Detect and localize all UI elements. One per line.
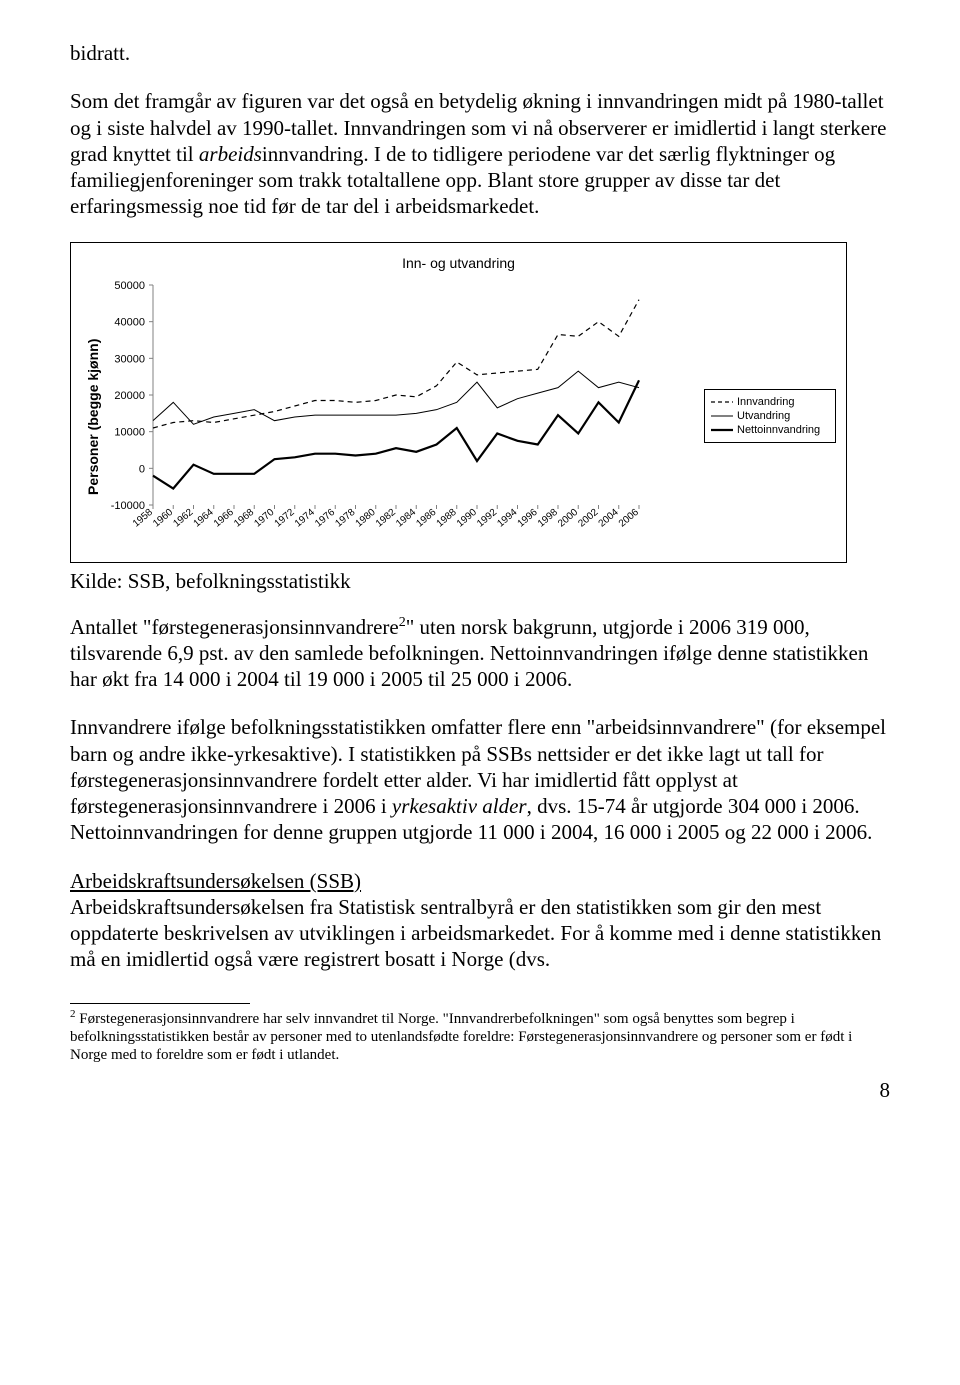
svg-text:1994: 1994	[495, 506, 519, 529]
svg-text:1960: 1960	[151, 506, 175, 529]
para-2a: Antallet "førstegenerasjonsinnvandrere	[70, 615, 399, 639]
svg-text:1984: 1984	[394, 506, 418, 529]
svg-text:1996: 1996	[516, 506, 540, 529]
legend-utvandring: Utvandring	[711, 410, 829, 422]
legend-label-netto: Nettoinnvandring	[737, 424, 820, 436]
svg-text:2002: 2002	[576, 506, 600, 529]
legend-swatch-dashed	[711, 397, 733, 407]
svg-text:1988: 1988	[435, 506, 459, 529]
legend-netto: Nettoinnvandring	[711, 424, 829, 436]
svg-text:1986: 1986	[414, 506, 438, 529]
legend-swatch-thick	[711, 425, 733, 435]
svg-text:50000: 50000	[114, 280, 145, 292]
svg-text:2006: 2006	[617, 506, 641, 529]
svg-text:-10000: -10000	[111, 500, 145, 512]
chart-plot: -100000100002000030000400005000019581960…	[105, 279, 698, 554]
chart-svg: -100000100002000030000400005000019581960…	[105, 279, 645, 549]
para-fragment: bidratt.	[70, 40, 890, 66]
para-4-heading: Arbeidskraftsundersøkelsen (SSB)	[70, 869, 361, 893]
para-2: Antallet "førstegenerasjonsinnvandrere2"…	[70, 614, 890, 693]
svg-text:1998: 1998	[536, 506, 560, 529]
para-4-body: Arbeidskraftsundersøkelsen fra Statistis…	[70, 895, 881, 972]
svg-text:1962: 1962	[171, 506, 195, 529]
legend-innvandring: Innvandring	[711, 396, 829, 408]
para-1-italic: arbeids	[199, 142, 262, 166]
svg-text:1980: 1980	[354, 506, 378, 529]
svg-text:1968: 1968	[232, 506, 256, 529]
chart-title: Inn- og utvandring	[81, 255, 836, 271]
footnote-rule	[70, 1003, 250, 1004]
svg-text:1992: 1992	[475, 506, 499, 529]
footnote-text: Førstegenerasjonsinnvandrere har selv in…	[70, 1011, 852, 1063]
chart-legend: Innvandring Utvandring Nettoinnvandring	[704, 389, 836, 443]
svg-text:2000: 2000	[556, 506, 580, 529]
svg-text:20000: 20000	[114, 390, 145, 402]
svg-text:1972: 1972	[273, 506, 297, 529]
svg-text:10000: 10000	[114, 426, 145, 438]
chart-ylabel: Personer (begge kjønn)	[81, 279, 105, 554]
para-3: Innvandrere ifølge befolkningsstatistikk…	[70, 714, 890, 845]
para-4: Arbeidskraftsundersøkelsen (SSB) Arbeids…	[70, 868, 890, 973]
svg-text:1966: 1966	[212, 506, 236, 529]
svg-text:1974: 1974	[293, 506, 317, 529]
chart-source: Kilde: SSB, befolkningsstatistikk	[70, 569, 890, 594]
svg-text:0: 0	[139, 463, 145, 475]
page-number: 8	[70, 1078, 890, 1103]
para-3-ital: yrkesaktiv alder	[392, 794, 527, 818]
svg-text:30000: 30000	[114, 353, 145, 365]
svg-text:1976: 1976	[313, 506, 337, 529]
svg-text:1978: 1978	[333, 506, 357, 529]
svg-text:1982: 1982	[374, 506, 398, 529]
footnote: 2 Førstegenerasjonsinnvandrere har selv …	[70, 1008, 890, 1064]
para-2-sup: 2	[399, 615, 406, 630]
svg-text:40000: 40000	[114, 316, 145, 328]
svg-text:1964: 1964	[192, 506, 216, 529]
para-1: Som det framgår av figuren var det også …	[70, 88, 890, 219]
svg-text:1990: 1990	[455, 506, 479, 529]
svg-text:2004: 2004	[597, 506, 621, 529]
chart-container: Inn- og utvandring Personer (begge kjønn…	[70, 242, 847, 563]
legend-label-innvandring: Innvandring	[737, 396, 795, 408]
legend-label-utvandring: Utvandring	[737, 410, 790, 422]
legend-swatch-solid	[711, 411, 733, 421]
svg-text:1970: 1970	[252, 506, 276, 529]
document-page: bidratt. Som det framgår av figuren var …	[0, 0, 960, 1133]
